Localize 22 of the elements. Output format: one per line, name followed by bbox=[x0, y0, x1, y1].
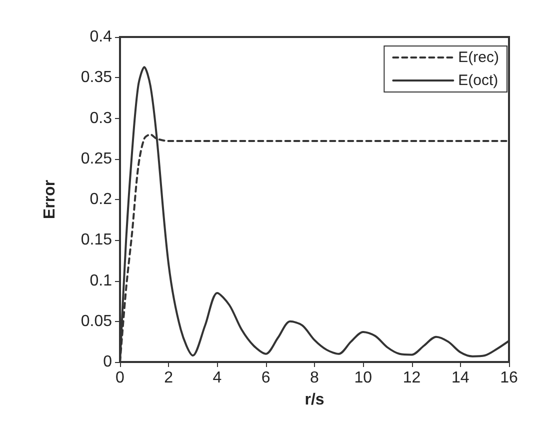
x-tick-label: 14 bbox=[451, 370, 470, 386]
x-tick-label: 10 bbox=[354, 370, 372, 386]
y-axis-title: Error bbox=[42, 180, 58, 220]
x-tick-label: 2 bbox=[164, 370, 174, 386]
y-tick-label: 0 bbox=[103, 354, 112, 370]
x-tick-label: 0 bbox=[116, 370, 125, 386]
x-tick-label: 8 bbox=[310, 370, 320, 386]
y-tick-label: 0.35 bbox=[80, 69, 112, 86]
x-tick-label: 12 bbox=[402, 370, 421, 386]
x-tick-label: 6 bbox=[261, 370, 270, 386]
legend-label: E(oct) bbox=[458, 72, 498, 89]
x-tick-label: 4 bbox=[212, 370, 222, 386]
y-tick-label: 0.15 bbox=[80, 232, 112, 249]
x-axis-title: r/s bbox=[304, 392, 324, 408]
legend-label: E(rec) bbox=[458, 49, 500, 66]
y-tick-label: 0.25 bbox=[80, 150, 112, 168]
x-tick-label: 16 bbox=[500, 370, 518, 386]
y-tick-label: 0.2 bbox=[90, 191, 112, 208]
y-tick-label: 0.05 bbox=[80, 312, 112, 330]
y-tick-label: 0.3 bbox=[90, 110, 112, 127]
y-tick-label: 0.1 bbox=[90, 272, 112, 290]
y-tick-label: 0.4 bbox=[90, 28, 112, 46]
